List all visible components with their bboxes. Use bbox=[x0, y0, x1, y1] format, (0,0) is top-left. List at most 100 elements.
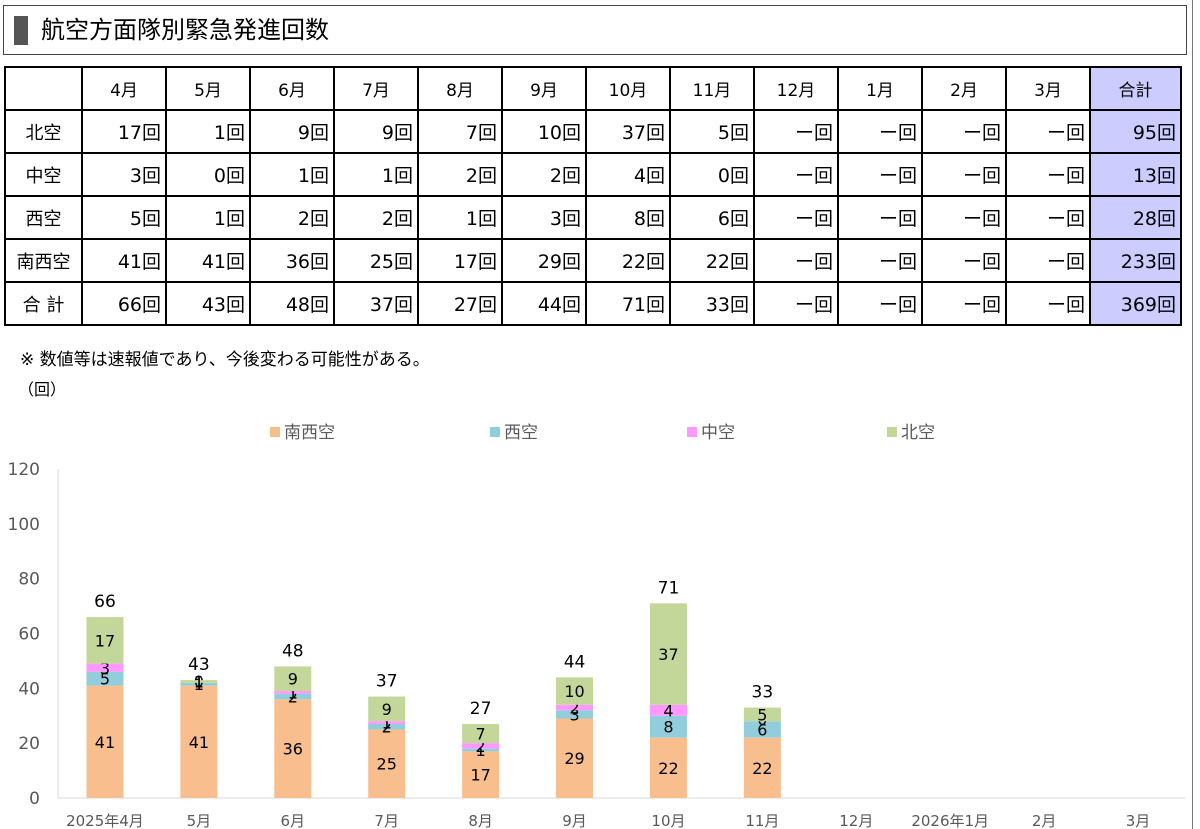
table-cell: 0回 bbox=[165, 152, 251, 197]
table-cell: ー回 bbox=[921, 195, 1007, 240]
table-cell: 7回 bbox=[417, 109, 503, 154]
column-header: 1月 bbox=[837, 66, 923, 111]
table-cell: 2回 bbox=[333, 195, 419, 240]
bar-segment bbox=[180, 682, 218, 686]
data-label: 2 bbox=[288, 688, 298, 707]
table-cell: 27回 bbox=[417, 281, 503, 326]
y-tick-label: 60 bbox=[18, 625, 40, 645]
bar-segment bbox=[86, 671, 124, 686]
x-tick-label: 11月 bbox=[745, 812, 779, 829]
y-tick-label: 0 bbox=[29, 789, 40, 809]
legend-label: 西空 bbox=[504, 423, 538, 443]
table-corner-cell bbox=[4, 66, 83, 111]
x-tick-label: 3月 bbox=[1126, 812, 1151, 829]
column-header: 2月 bbox=[921, 66, 1007, 111]
column-header: 11月 bbox=[669, 66, 755, 111]
data-label: 41 bbox=[189, 733, 209, 752]
table-cell: 8回 bbox=[585, 195, 671, 240]
table-cell: 5回 bbox=[81, 195, 167, 240]
table-cell: 3回 bbox=[81, 152, 167, 197]
y-tick-label: 80 bbox=[18, 570, 40, 590]
total-label: 66 bbox=[94, 592, 116, 612]
row-label: 合 計 bbox=[4, 281, 83, 326]
table-cell: 71回 bbox=[585, 281, 671, 326]
column-header: 10月 bbox=[585, 66, 671, 111]
x-tick-label: 2026年1月 bbox=[911, 812, 989, 829]
data-label: 10 bbox=[564, 682, 584, 701]
data-label: 9 bbox=[288, 670, 298, 689]
table-cell: 10回 bbox=[501, 109, 587, 154]
table-cell: ー回 bbox=[921, 152, 1007, 197]
table-cell: ー回 bbox=[753, 109, 839, 154]
table-row: 南西空 41回 41回 36回 25回 17回 29回 22回 22回 ー回 ー回 ー回 ー回 233回 bbox=[4, 238, 1182, 283]
x-tick-label: 2月 bbox=[1032, 812, 1057, 829]
bar-segment bbox=[462, 748, 500, 752]
data-label: 29 bbox=[564, 749, 584, 768]
table-header-row: 4月 5月 6月 7月 8月 9月 10月 11月 12月 1月 2月 3月 合計 bbox=[4, 66, 1182, 111]
bar-segment bbox=[180, 685, 218, 798]
table-cell: ー回 bbox=[837, 195, 923, 240]
data-label: 8 bbox=[663, 718, 673, 737]
table-cell: 43回 bbox=[165, 281, 251, 326]
total-cell: 13回 bbox=[1089, 152, 1182, 197]
table-cell: ー回 bbox=[1005, 281, 1091, 326]
bar-segment bbox=[556, 704, 594, 711]
data-label: 7 bbox=[476, 725, 486, 744]
column-header: 7月 bbox=[333, 66, 419, 111]
column-header: 12月 bbox=[753, 66, 839, 111]
legend-label: 中空 bbox=[701, 423, 735, 443]
table-cell: ー回 bbox=[921, 238, 1007, 283]
table-cell: 1回 bbox=[165, 109, 251, 154]
table-cell: ー回 bbox=[837, 109, 923, 154]
row-label: 南西空 bbox=[4, 238, 83, 283]
table-cell: 41回 bbox=[165, 238, 251, 283]
table-cell: 4回 bbox=[585, 152, 671, 197]
table-row: 北空 17回 1回 9回 9回 7回 10回 37回 5回 ー回 ー回 ー回 ー回 95回 bbox=[4, 109, 1182, 154]
table-cell: 48回 bbox=[249, 281, 335, 326]
table-cell: ー回 bbox=[1005, 109, 1091, 154]
data-label: 2 bbox=[476, 737, 486, 756]
total-label: 71 bbox=[658, 578, 680, 598]
row-label: 中空 bbox=[4, 152, 83, 197]
bar-segment bbox=[368, 721, 406, 724]
table-row: 中空 3回 0回 1回 1回 2回 2回 4回 0回 ー回 ー回 ー回 ー回 13回 bbox=[4, 152, 1182, 197]
bar-segment bbox=[180, 680, 218, 683]
table-cell: ー回 bbox=[837, 281, 923, 326]
bar-segment bbox=[86, 663, 124, 672]
table-cell: 22回 bbox=[669, 238, 755, 283]
table-cell: ー回 bbox=[1005, 238, 1091, 283]
data-label: 25 bbox=[377, 755, 397, 774]
column-header: 6月 bbox=[249, 66, 335, 111]
y-tick-label: 100 bbox=[8, 515, 40, 535]
table-cell: 1回 bbox=[249, 152, 335, 197]
table-cell: 44回 bbox=[501, 281, 587, 326]
legend-label: 南西空 bbox=[284, 423, 335, 443]
total-label: 43 bbox=[188, 655, 210, 675]
column-header-total: 合計 bbox=[1089, 66, 1182, 111]
legend-label: 北空 bbox=[901, 423, 935, 443]
table-cell: 66回 bbox=[81, 281, 167, 326]
column-header: 5月 bbox=[165, 66, 251, 111]
total-label: 44 bbox=[564, 652, 586, 672]
data-label: 41 bbox=[95, 733, 115, 752]
data-label: 36 bbox=[283, 740, 303, 759]
bar-segment bbox=[274, 666, 312, 692]
note-text: ※ 数値等は速報値であり、今後変わる可能性がある。 bbox=[20, 350, 430, 370]
row-label: 北空 bbox=[4, 109, 83, 154]
bar-segment bbox=[462, 751, 500, 798]
unit-label: （回） bbox=[18, 380, 67, 399]
table-cell: 1回 bbox=[417, 195, 503, 240]
column-header: 9月 bbox=[501, 66, 587, 111]
bar-segment bbox=[368, 696, 406, 722]
legend-swatch bbox=[687, 427, 697, 437]
legend-swatch bbox=[270, 427, 280, 437]
table-cell: 1回 bbox=[333, 152, 419, 197]
stacked-bar-chart: 0 20 40 60 80 100 120 南西空 西空 中空 北空 2025年4月 5月 6月 7月 8月 9… bbox=[8, 423, 1185, 829]
right-border-line bbox=[1192, 0, 1193, 829]
legend-swatch bbox=[490, 427, 500, 437]
x-tick-label: 9月 bbox=[562, 812, 587, 829]
data-label: 5 bbox=[100, 670, 110, 689]
total-label: 27 bbox=[470, 699, 492, 719]
total-label: 33 bbox=[752, 683, 774, 703]
x-tick-label: 12月 bbox=[839, 812, 873, 829]
